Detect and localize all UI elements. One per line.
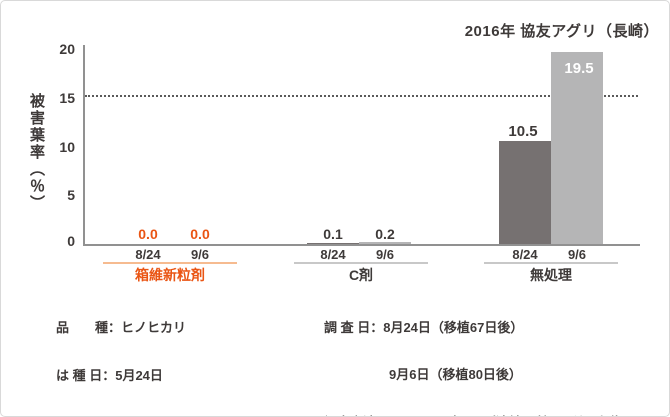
footnote-right-block: 調 査 日：8月24日（移植67日後） 9月6日（移植80日後） 調査方法：8月…: [324, 289, 669, 416]
reference-dotted-line-15pct: [85, 95, 638, 97]
bar-untreated-0906: [551, 52, 603, 244]
group-underline-c-agent: [294, 262, 428, 264]
bar-c-agent-0906: [359, 242, 411, 244]
value-label-hakoishin-0906: 0.0: [190, 226, 210, 242]
bar-group-hakoishin: [122, 44, 226, 244]
date-label: 8/24: [135, 247, 161, 262]
value-label-hakoishin-0824: 0.0: [138, 226, 158, 242]
footnote-sowing-date: は 種 日：5月24日: [56, 368, 163, 383]
bar-c-agent-0824: [307, 243, 359, 244]
y-tick-15: 15: [59, 90, 75, 106]
footnote-survey-date-1: 調 査 日：8月24日（移植67日後）: [324, 320, 524, 335]
footnote-survey-date-2: 9月6日（移植80日後）: [324, 367, 522, 383]
date-label: 9/6: [567, 247, 587, 262]
group-underline-untreated: [484, 262, 618, 264]
footnote-left-block: 品 種：ヒノヒカリ は 種 日：5月24日 移 植 日：6月18日 処 理 日：…: [56, 289, 241, 416]
bar-group-c-agent: [307, 44, 411, 244]
x-axis-line: [83, 244, 640, 246]
y-axis-label: 被害葉率（％）: [28, 93, 45, 212]
date-label: 8/24: [512, 247, 538, 262]
y-tick-10: 10: [59, 139, 75, 155]
chart-title: 2016年 協友アグリ（長崎）: [464, 23, 659, 40]
group-label-c-agent: C剤: [348, 267, 374, 283]
date-label: 9/6: [375, 247, 395, 262]
y-tick-5: 5: [67, 187, 75, 203]
y-axis-line: [83, 45, 85, 246]
value-label-untreated-0906: 19.5: [564, 60, 594, 77]
group-underline-hakoishin: [103, 262, 237, 264]
value-label-c-agent-0906: 0.2: [375, 226, 395, 242]
group-label-untreated: 無処理: [530, 267, 572, 283]
y-tick-20: 20: [59, 41, 75, 57]
bar-group-untreated: [499, 44, 603, 244]
value-label-untreated-0824: 10.5: [508, 123, 538, 140]
y-tick-0: 0: [67, 233, 75, 249]
bar-untreated-0824: [499, 141, 551, 244]
footnote-variety: 品 種：ヒノヒカリ: [56, 320, 187, 335]
value-label-c-agent-0824: 0.1: [323, 226, 343, 242]
group-label-hakoishin: 箱維新粒剤: [135, 267, 205, 283]
date-label: 9/6: [190, 247, 210, 262]
footnote-method-1: 調査方法：8月24日は各区2列連続50株3ヶ所の上位: [324, 414, 669, 416]
date-label: 8/24: [320, 247, 346, 262]
